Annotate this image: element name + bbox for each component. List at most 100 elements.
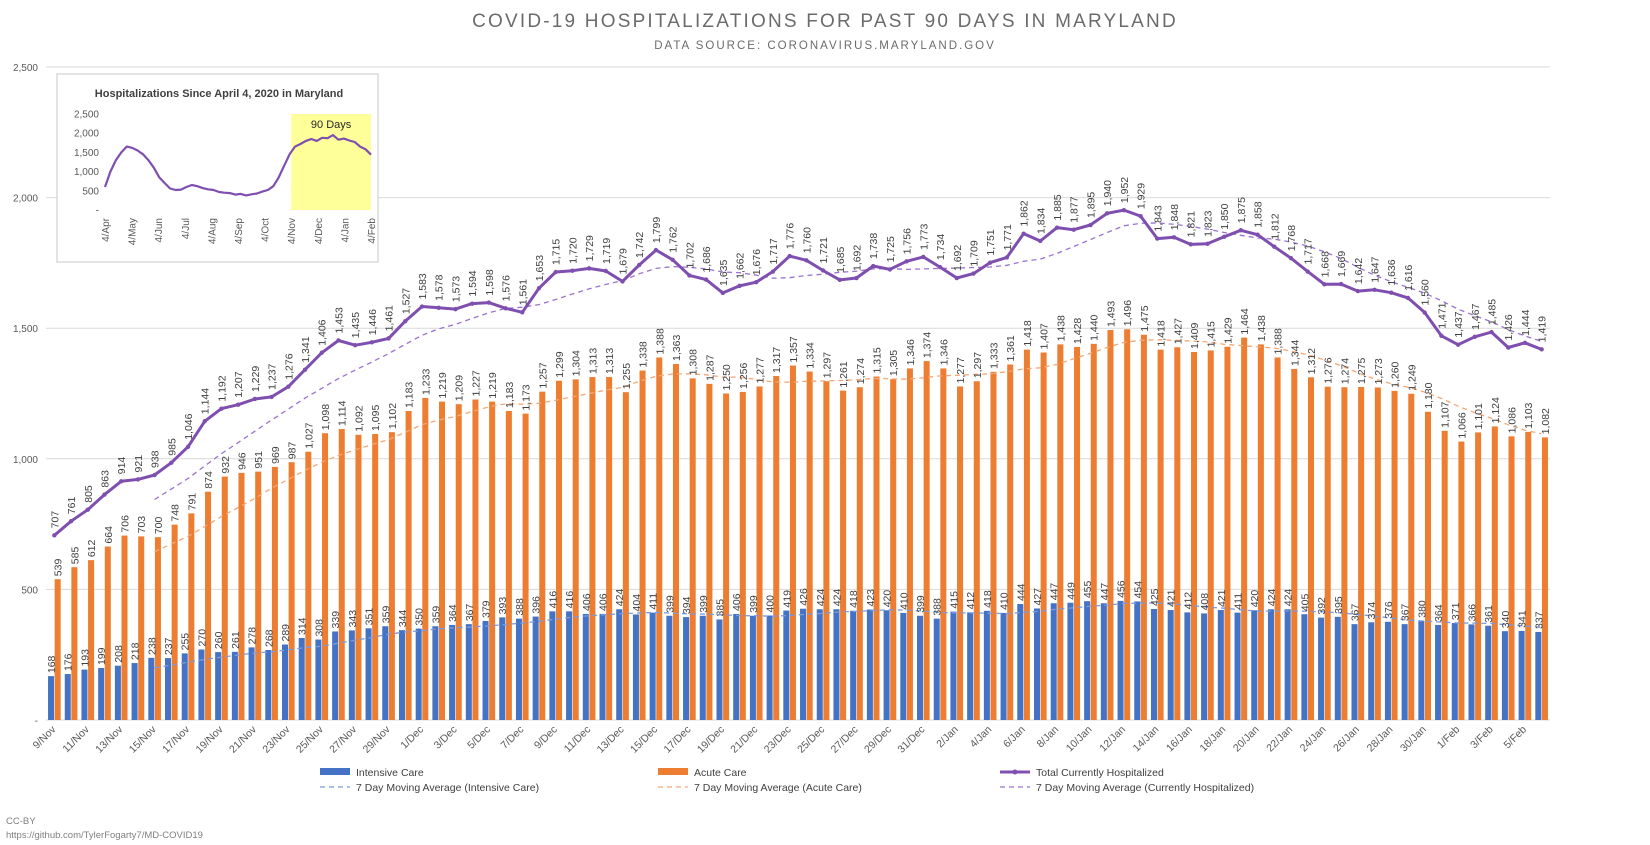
acute-care-bar [1458, 441, 1465, 720]
acute-care-data-label: 1,277 [755, 357, 767, 383]
acute-care-data-label: 1,250 [721, 364, 733, 390]
acute-care-data-label: 1,315 [872, 347, 884, 373]
x-tick-label: 21/Nov [227, 723, 260, 756]
total-hospitalized-marker [352, 342, 358, 348]
acute-care-bar [1057, 344, 1064, 720]
intensive-care-bar [917, 615, 924, 720]
total-hospitalized-marker [687, 273, 692, 278]
inset-hospitalizations-line [103, 134, 372, 197]
legend-label: 7 Day Moving Average (Currently Hospital… [1036, 782, 1254, 794]
source-link[interactable]: https://github.com/TylerFogarty7/MD-COVI… [6, 830, 203, 841]
intensive-care-data-label: 424 [614, 589, 626, 607]
y-tick-label: - [35, 716, 38, 727]
total-data-label: 914 [116, 457, 128, 475]
intensive-care-bar [566, 611, 573, 720]
total-hospitalized-marker [1155, 236, 1160, 241]
acute-care-bar [806, 371, 813, 720]
acute-care-bar [756, 386, 763, 720]
intensive-care-bar [733, 613, 740, 720]
x-tick-label: 4/Jan [968, 724, 995, 751]
acute-care-data-label: 1,427 [1172, 318, 1184, 344]
total-data-label: 1,616 [1403, 264, 1415, 290]
intensive-care-data-label: 379 [481, 600, 493, 618]
intensive-care-bar [432, 626, 439, 720]
intensive-care-bar [866, 609, 873, 720]
acute-care-bar [422, 397, 429, 720]
total-data-label: 1,237 [267, 363, 279, 389]
total-hospitalized-marker [1171, 235, 1177, 240]
intensive-care-bar [1050, 603, 1057, 720]
acute-care-data-label: 1,092 [353, 405, 365, 431]
total-hospitalized-marker [135, 477, 141, 482]
total-data-label: 1,573 [450, 276, 462, 302]
acute-care-bar [1441, 430, 1448, 720]
total-hospitalized-marker [1255, 232, 1260, 237]
intensive-care-bar [1318, 617, 1325, 720]
total-hospitalized-marker [469, 301, 475, 306]
intensive-care-bar [198, 649, 205, 720]
total-data-label: 938 [150, 450, 162, 468]
acute-care-data-label: 874 [203, 471, 215, 489]
total-hospitalized-marker [219, 406, 224, 411]
intensive-care-data-label: 418 [982, 590, 994, 608]
intensive-care-bar [81, 669, 88, 720]
total-data-label: 1,721 [818, 237, 830, 263]
acute-care-data-label: 1,027 [303, 422, 315, 448]
total-data-label: 1,679 [618, 248, 630, 274]
total-hospitalized-marker [770, 269, 776, 274]
total-hospitalized-marker [1372, 287, 1377, 293]
intensive-care-data-label: 289 [280, 624, 292, 642]
x-tick-label: 15/Nov [127, 723, 160, 756]
acute-care-bar [840, 390, 847, 720]
intensive-care-data-label: 404 [631, 594, 643, 612]
intensive-care-data-label: 176 [63, 653, 75, 671]
acute-care-data-label: 1,308 [688, 349, 700, 375]
acute-care-data-label: 1,313 [604, 348, 616, 374]
x-tick-label: 7/Dec [499, 724, 527, 752]
intensive-care-bar [833, 609, 840, 720]
x-tick-label: 23/Nov [260, 723, 293, 756]
total-data-label: 1,485 [1487, 299, 1499, 325]
inset-y-tick-label: 2,000 [74, 129, 99, 140]
acute-care-data-label: 1,312 [1306, 348, 1318, 374]
acute-care-bar [639, 370, 646, 720]
intensive-care-bar [382, 626, 389, 720]
acute-care-bar [873, 376, 880, 720]
x-tick-label: 27/Nov [327, 723, 360, 756]
total-data-label: 1,952 [1119, 177, 1131, 203]
acute-care-bar [505, 411, 512, 720]
acute-care-bar [1475, 432, 1482, 720]
acute-care-data-label: 1,493 [1105, 301, 1117, 327]
intensive-care-data-label: 268 [263, 629, 275, 647]
total-data-label: 1,046 [183, 413, 195, 439]
acute-care-bar [71, 567, 78, 720]
x-tick-label: 3/Dec [432, 724, 460, 752]
acute-care-data-label: 1,496 [1122, 300, 1134, 326]
total-data-label: 1,419 [1537, 316, 1549, 342]
intensive-care-data-label: 364 [447, 604, 459, 622]
x-tick-label: 8/Jan [1034, 724, 1061, 751]
acute-care-data-label: 1,317 [771, 347, 783, 373]
total-hospitalized-marker [1405, 295, 1411, 301]
intensive-care-bar [933, 618, 940, 720]
x-tick-label: 5/Feb [1502, 724, 1530, 752]
acute-care-data-label: 1,297 [821, 352, 833, 378]
total-hospitalized-marker [520, 310, 525, 315]
total-data-label: 1,341 [300, 336, 312, 362]
intensive-care-bar [632, 614, 639, 720]
y-tick-label: 500 [21, 585, 38, 596]
acute-care-bar [856, 387, 863, 720]
acute-care-bar [672, 363, 679, 720]
inset-y-tick-label: 1,000 [74, 167, 99, 178]
intensive-care-data-label: 385 [714, 599, 726, 617]
intensive-care-data-label: 168 [46, 655, 58, 673]
intensive-care-bar [1401, 624, 1408, 720]
intensive-care-data-label: 394 [681, 596, 693, 614]
total-data-label: 1,594 [467, 270, 479, 296]
x-tick-label: 25/Nov [294, 723, 327, 756]
x-tick-label: 10/Jan [1064, 724, 1095, 755]
intensive-care-bar [1084, 601, 1091, 720]
y-tick-label: 2,000 [13, 194, 38, 205]
intensive-care-bar [1351, 624, 1358, 720]
acute-care-data-label: 1,429 [1222, 317, 1234, 343]
